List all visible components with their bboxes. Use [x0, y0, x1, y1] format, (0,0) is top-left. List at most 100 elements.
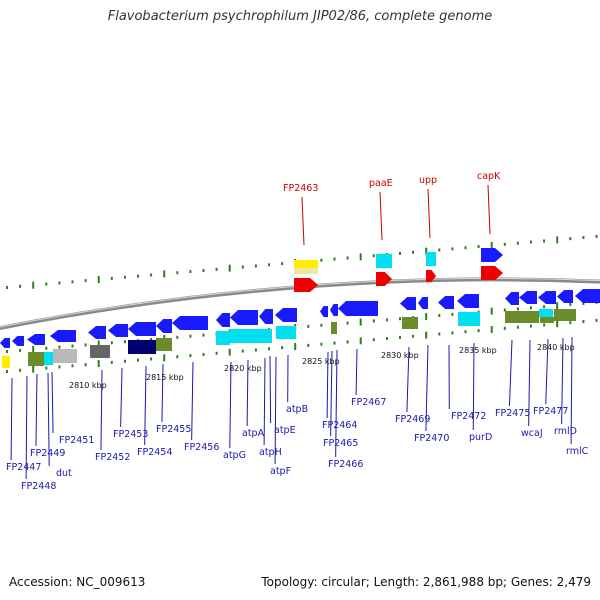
feature-box[interactable] [53, 349, 77, 363]
gene-arrow[interactable] [481, 248, 503, 262]
cds-marker [372, 319, 375, 323]
gene-label-lower[interactable]: FP2477 [533, 406, 568, 417]
leader-line [51, 371, 54, 434]
gene-label-lower[interactable]: rmlC [566, 446, 589, 457]
feature-box[interactable] [539, 309, 553, 317]
cds-marker [412, 250, 415, 254]
gene-label-lower[interactable]: FP2453 [113, 429, 148, 440]
feature-box[interactable] [90, 345, 110, 358]
gene-arrow[interactable] [172, 316, 208, 330]
gene-arrow[interactable] [50, 330, 76, 342]
gene-arrow[interactable] [12, 336, 24, 346]
cds-marker [451, 331, 454, 335]
gene-arrow[interactable] [27, 334, 45, 345]
gene-label-lower[interactable]: FP2456 [184, 442, 219, 453]
gene-label-lower[interactable]: FP2454 [137, 447, 172, 458]
leader-line [425, 344, 429, 432]
cds-marker [241, 349, 244, 353]
gene-arrow[interactable] [275, 308, 297, 322]
feature-box[interactable] [294, 268, 318, 274]
gene-arrow[interactable] [0, 338, 10, 348]
feature-box[interactable] [426, 252, 436, 266]
gene-label-upper[interactable]: capK [477, 171, 501, 182]
cds-marker [84, 343, 87, 347]
feature-box[interactable] [331, 322, 337, 334]
feature-box[interactable] [540, 317, 554, 323]
cds-marker [451, 312, 454, 316]
gene-label-lower[interactable]: FP2451 [59, 435, 94, 446]
feature-box[interactable] [505, 311, 539, 323]
gene-label-lower[interactable]: FP2469 [395, 414, 430, 425]
gene-arrow[interactable] [320, 306, 328, 317]
gene-arrow[interactable] [426, 270, 436, 282]
feature-box[interactable] [294, 260, 318, 268]
gene-label-lower[interactable]: FP2472 [451, 411, 486, 422]
gene-label-lower[interactable]: FP2449 [30, 448, 65, 459]
cds-marker [490, 241, 493, 249]
gene-label-lower[interactable]: atpG [223, 450, 246, 461]
feature-box[interactable] [458, 312, 480, 326]
gene-arrow[interactable] [457, 294, 479, 308]
gene-label-lower[interactable]: atpH [259, 447, 282, 458]
gene-arrow[interactable] [557, 290, 573, 303]
gene-label-lower[interactable]: rmlD [554, 426, 577, 437]
cds-marker [503, 326, 506, 330]
feature-box[interactable] [28, 352, 44, 366]
gene-arrow[interactable] [338, 301, 378, 316]
gene-arrow[interactable] [259, 309, 273, 324]
gene-arrow[interactable] [294, 278, 318, 292]
gene-arrow[interactable] [216, 313, 230, 327]
gene-label-lower[interactable]: atpA [242, 428, 265, 439]
cds-marker [189, 270, 192, 274]
feature-box[interactable] [156, 338, 172, 351]
gene-label-lower[interactable]: FP2464 [322, 420, 357, 431]
gene-label-lower[interactable]: FP2467 [351, 397, 386, 408]
gene-arrow[interactable] [575, 289, 600, 303]
gene-arrow[interactable] [108, 324, 128, 337]
cds-marker [530, 324, 532, 328]
gene-label-lower[interactable]: FP2466 [328, 459, 363, 470]
gene-label-lower[interactable]: FP2475 [495, 408, 530, 419]
feature-box[interactable] [216, 331, 230, 345]
gene-label-lower[interactable]: purD [469, 432, 492, 443]
leader-line [379, 191, 383, 241]
cds-marker [241, 265, 244, 269]
feature-box[interactable] [402, 317, 418, 329]
gene-arrow[interactable] [418, 297, 428, 309]
gene-arrow[interactable] [519, 291, 537, 304]
gene-arrow[interactable] [400, 297, 416, 310]
gene-label-lower[interactable]: FP2465 [323, 438, 358, 449]
leader-line [561, 337, 564, 425]
feature-box[interactable] [376, 254, 392, 268]
gene-arrow[interactable] [330, 304, 338, 316]
gene-label-lower[interactable]: FP2448 [21, 481, 56, 492]
gene-label-lower[interactable]: wcaJ [521, 428, 543, 439]
gene-arrow[interactable] [156, 319, 172, 333]
gene-label-lower[interactable]: FP2447 [6, 462, 41, 473]
gene-label-lower[interactable]: FP2455 [156, 424, 191, 435]
gene-label-lower[interactable]: dut [56, 468, 72, 479]
gene-label-upper[interactable]: FP2463 [283, 183, 318, 194]
gene-arrow[interactable] [230, 310, 258, 325]
feature-box[interactable] [44, 352, 53, 365]
gene-label-lower[interactable]: atpB [286, 404, 308, 415]
gene-arrow[interactable] [438, 296, 454, 309]
gene-label-lower[interactable]: FP2470 [414, 433, 449, 444]
gene-label-lower[interactable]: FP2452 [95, 452, 130, 463]
gene-arrow[interactable] [376, 272, 392, 286]
gene-arrow[interactable] [538, 291, 556, 304]
feature-box[interactable] [276, 326, 296, 339]
feature-box[interactable] [230, 329, 272, 343]
gene-arrow[interactable] [88, 326, 106, 339]
gene-label-lower[interactable]: atpF [270, 466, 291, 477]
feature-box[interactable] [554, 309, 576, 321]
feature-box[interactable] [128, 340, 156, 354]
gene-label-lower[interactable]: atpE [274, 425, 296, 436]
leader-line [100, 369, 103, 451]
gene-arrow[interactable] [505, 292, 519, 305]
feature-box[interactable] [2, 356, 10, 368]
gene-arrow[interactable] [128, 322, 156, 336]
gene-label-upper[interactable]: upp [419, 175, 437, 186]
gene-label-upper[interactable]: paaE [369, 178, 393, 189]
gene-arrow[interactable] [481, 266, 503, 280]
